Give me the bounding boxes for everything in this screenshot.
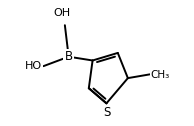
Text: S: S: [103, 106, 110, 119]
Text: OH: OH: [54, 8, 71, 18]
Text: HO: HO: [25, 61, 42, 71]
Text: CH₃: CH₃: [151, 70, 170, 80]
Text: B: B: [65, 50, 73, 63]
